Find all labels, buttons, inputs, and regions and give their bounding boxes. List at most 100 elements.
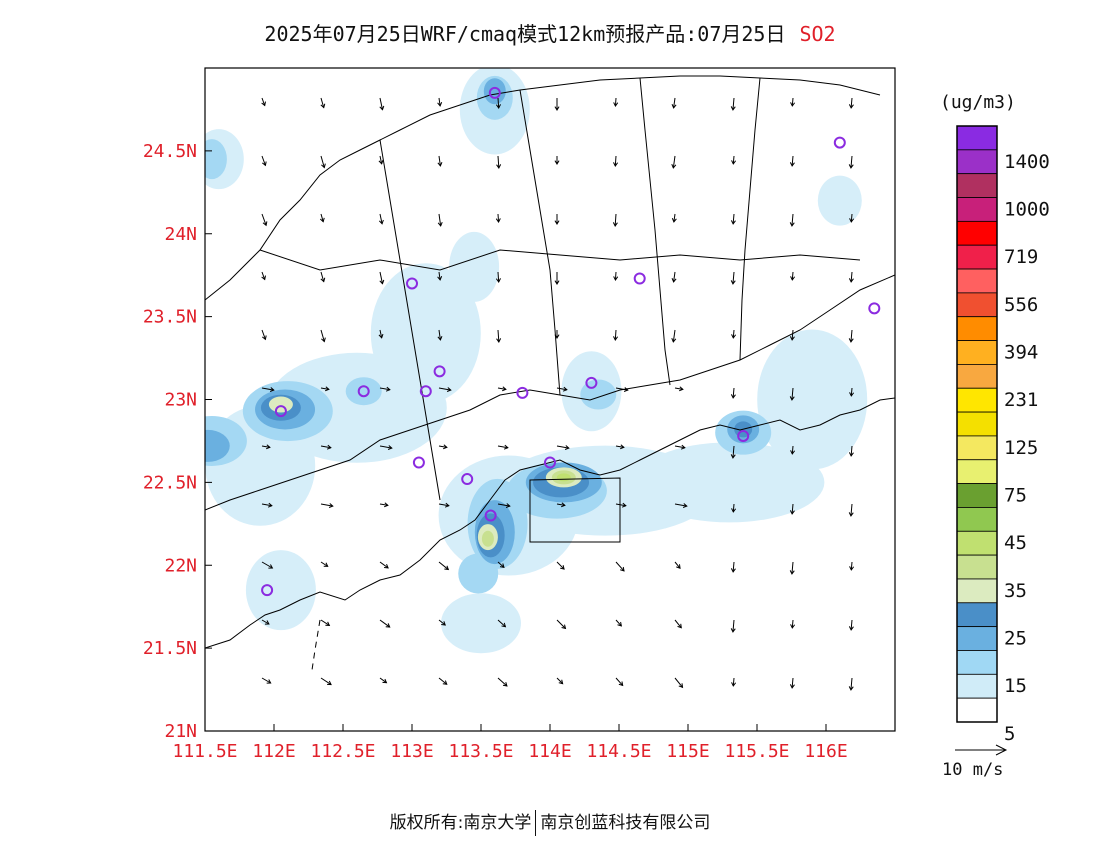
x-tick-label: 115.5E bbox=[724, 741, 789, 762]
concentration-patch bbox=[817, 175, 862, 226]
wind-reference-arrow bbox=[955, 744, 1008, 756]
wind-arrow bbox=[790, 619, 796, 629]
wind-arrow bbox=[848, 271, 854, 283]
colorbar-swatch bbox=[956, 244, 998, 270]
colorbar-swatch bbox=[956, 554, 998, 580]
colorbar-swatch bbox=[956, 483, 998, 508]
x-tick-label: 114.5E bbox=[586, 741, 651, 762]
wind-arrow bbox=[789, 503, 795, 515]
wind-arrow bbox=[730, 213, 736, 225]
wind-arrow bbox=[731, 155, 737, 165]
wind-arrow bbox=[261, 213, 268, 227]
coastline bbox=[205, 397, 895, 649]
wind-arrow bbox=[790, 97, 796, 107]
station-marker bbox=[406, 277, 418, 290]
wind-arrow bbox=[613, 271, 619, 281]
y-tick-label: 21N bbox=[164, 721, 197, 742]
x-tick-label: 111.5E bbox=[172, 741, 237, 762]
copyright-footer: 版权所有:南京大学 南京创蓝科技有限公司 bbox=[0, 808, 1100, 836]
wind-arrow bbox=[556, 677, 564, 685]
colorbar-label: 394 bbox=[1004, 341, 1038, 363]
copyright-left: 版权所有:南京大学 bbox=[389, 813, 532, 833]
concentration-patch bbox=[345, 377, 382, 406]
x-tick-label: 112E bbox=[252, 741, 295, 762]
colorbar-swatch bbox=[956, 149, 998, 175]
wind-arrow bbox=[261, 502, 273, 508]
wind-arrow bbox=[261, 677, 272, 684]
wind-arrow bbox=[437, 271, 443, 281]
concentration-patch bbox=[458, 553, 499, 594]
wind-arrow bbox=[379, 561, 389, 569]
wind-arrow bbox=[554, 214, 560, 225]
concentration-patch bbox=[441, 593, 521, 654]
wind-arrow bbox=[261, 561, 274, 569]
wind-arrow bbox=[848, 619, 854, 631]
wind-arrow bbox=[261, 444, 271, 450]
station-marker bbox=[357, 385, 370, 398]
wind-arrow bbox=[730, 561, 736, 573]
wind-arrow bbox=[674, 561, 681, 569]
wind-arrow bbox=[378, 329, 384, 339]
colorbar-label: 25 bbox=[1004, 628, 1027, 650]
station-marker bbox=[868, 302, 881, 315]
wind-arrow bbox=[495, 271, 501, 283]
wind-arrow bbox=[674, 677, 684, 689]
x-tick-label: 113E bbox=[390, 741, 433, 762]
colorbar-swatch bbox=[956, 435, 998, 461]
concentration-patch bbox=[556, 473, 571, 482]
wind-arrow bbox=[437, 213, 443, 227]
wind-arrow bbox=[789, 677, 795, 689]
hk-region-boundary bbox=[529, 477, 621, 543]
colorbar-swatch bbox=[956, 578, 998, 604]
copyright-right: 南京创蓝科技有限公司 bbox=[540, 813, 711, 833]
wind-arrow bbox=[437, 97, 443, 107]
wind-arrow bbox=[379, 677, 388, 684]
concentration-patch bbox=[370, 263, 481, 404]
colorbar-label: 1000 bbox=[1004, 198, 1050, 220]
wind-arrow bbox=[671, 329, 677, 343]
wind-arrow bbox=[438, 619, 446, 626]
wind-arrow bbox=[379, 386, 391, 392]
wind-reference-label: 10 m/s bbox=[942, 760, 1004, 780]
wind-arrow bbox=[789, 329, 795, 341]
wind-arrow bbox=[554, 272, 560, 285]
colorbar-label: 15 bbox=[1004, 675, 1027, 697]
county-boundary bbox=[379, 139, 441, 501]
colorbar-swatch bbox=[956, 340, 998, 365]
colorbar-units: (ug/m3) bbox=[940, 92, 1016, 113]
wind-arrow bbox=[674, 503, 688, 508]
wind-arrow bbox=[379, 445, 393, 450]
wind-arrow bbox=[378, 155, 384, 165]
colorbar-swatch bbox=[956, 650, 998, 675]
wind-arrow bbox=[789, 213, 795, 227]
wind-arrow bbox=[438, 561, 450, 571]
wind-arrow bbox=[615, 619, 623, 627]
wind-arrow bbox=[849, 213, 855, 223]
wind-arrow bbox=[615, 387, 629, 392]
colorbar-label: 1400 bbox=[1004, 151, 1050, 173]
colorbar-swatch bbox=[956, 387, 998, 413]
x-tick-label: 114E bbox=[528, 741, 571, 762]
wind-arrow bbox=[615, 502, 627, 508]
wind-arrow bbox=[671, 213, 677, 223]
map-lines bbox=[205, 75, 895, 671]
station-marker bbox=[261, 584, 274, 597]
wind-arrow bbox=[320, 677, 332, 686]
station-marker bbox=[488, 86, 501, 99]
wind-arrow bbox=[730, 271, 736, 285]
wind-arrow bbox=[554, 98, 560, 111]
county-boundary bbox=[739, 77, 761, 361]
concentration-field bbox=[205, 68, 868, 654]
wind-arrow bbox=[261, 619, 270, 625]
y-tick-label: 22N bbox=[164, 555, 197, 576]
wind-arrow bbox=[790, 445, 796, 455]
wind-arrow bbox=[615, 444, 625, 450]
colorbar: 1400 1000 719 556 394 231 125 75 45 35 25 15 5 bbox=[956, 125, 1050, 745]
province-boundary bbox=[205, 274, 895, 511]
y-tick-label: 21.5N bbox=[143, 638, 197, 659]
colorbar-swatch bbox=[956, 197, 998, 222]
wind-arrow bbox=[320, 386, 330, 392]
wind-arrow bbox=[789, 561, 795, 575]
wind-arrow bbox=[438, 444, 448, 450]
